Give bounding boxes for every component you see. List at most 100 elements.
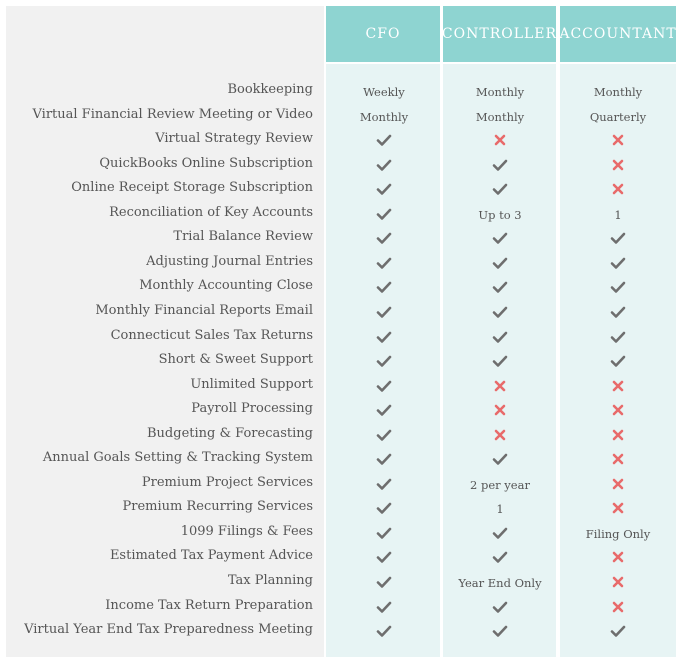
- cross-icon: [612, 159, 624, 170]
- check-icon: [492, 453, 508, 466]
- column-cfo: CFO: [326, 6, 440, 657]
- cross-icon: [612, 380, 624, 391]
- cell-value: Filing Only: [585, 526, 651, 541]
- feature-label: Annual Goals Setting & Tracking System: [42, 450, 313, 466]
- feature-labels-panel: [6, 6, 324, 657]
- cross-icon: [494, 404, 506, 416]
- column-body-controller: [443, 64, 556, 657]
- check-icon: [376, 331, 392, 343]
- cell-value: Year End Only: [458, 576, 542, 590]
- check-icon: [376, 601, 392, 613]
- feature-label: Trial Balance Review: [173, 229, 313, 245]
- feature-label: Virtual Strategy Review: [155, 131, 313, 147]
- feature-label: Bookkeeping: [227, 82, 313, 97]
- check-icon: [492, 306, 508, 318]
- cell-value: 1: [496, 502, 504, 517]
- cross-icon: [612, 429, 624, 440]
- cell-value: Weekly: [363, 85, 405, 99]
- cross-icon: [612, 134, 624, 146]
- cross-icon: [612, 453, 624, 465]
- column-header-controller: CONTROLLER: [442, 6, 556, 62]
- cell-value: Quarterly: [589, 109, 647, 124]
- check-icon: [610, 306, 626, 318]
- feature-label: Short & Sweet Support: [158, 352, 313, 368]
- feature-label: 1099 Filings & Fees: [180, 523, 313, 539]
- feature-label: Virtual Financial Review Meeting or Vide…: [32, 106, 314, 122]
- cross-icon: [494, 134, 506, 146]
- feature-label: Connecticut Sales Tax Returns: [110, 327, 313, 343]
- cross-icon: [612, 552, 624, 563]
- cell-value: Monthly: [593, 85, 643, 99]
- check-icon: [492, 159, 508, 171]
- check-icon: [492, 232, 508, 245]
- cross-icon: [612, 404, 624, 416]
- feature-label: Virtual Year End Tax Preparedness Meetin…: [24, 622, 313, 638]
- check-icon: [376, 453, 392, 466]
- check-icon: [376, 404, 392, 416]
- check-icon: [492, 257, 508, 269]
- column-header-cfo: CFO: [326, 6, 440, 62]
- check-icon: [376, 429, 392, 441]
- check-icon: [610, 331, 626, 343]
- feature-label: Tax Planning: [227, 573, 313, 588]
- check-icon: [610, 257, 626, 269]
- check-icon: [610, 355, 626, 367]
- cell-value: 2 per year: [470, 477, 530, 492]
- feature-label: Online Receipt Storage Subscription: [71, 180, 313, 196]
- check-icon: [492, 331, 508, 343]
- check-icon: [492, 183, 508, 195]
- check-icon: [376, 183, 392, 195]
- check-icon: [610, 625, 626, 637]
- cross-icon: [494, 380, 506, 391]
- cell-value: Monthly: [475, 109, 525, 124]
- feature-label: Estimated Tax Payment Advice: [109, 548, 313, 564]
- check-icon: [376, 208, 392, 220]
- feature-label: QuickBooks Online Subscription: [99, 155, 313, 171]
- check-icon: [610, 232, 626, 245]
- feature-label: Income Tax Return Preparation: [105, 597, 313, 613]
- check-icon: [376, 503, 392, 515]
- check-icon: [376, 159, 392, 171]
- feature-label: Monthly Financial Reports Email: [95, 302, 313, 318]
- check-icon: [376, 306, 392, 318]
- cross-icon: [612, 601, 624, 612]
- check-icon: [376, 576, 392, 588]
- cell-value: Monthly: [475, 85, 525, 99]
- check-icon: [492, 625, 508, 637]
- check-icon: [376, 257, 392, 269]
- cell-value: 1: [614, 207, 622, 222]
- check-icon: [376, 625, 392, 637]
- check-icon: [492, 282, 508, 294]
- feature-label: Premium Recurring Services: [122, 499, 313, 515]
- check-icon: [492, 552, 508, 564]
- feature-label: Reconciliation of Key Accounts: [109, 204, 313, 220]
- check-icon: [376, 478, 392, 490]
- check-icon: [376, 380, 392, 392]
- column-header-accountant: ACCOUNTANT: [559, 6, 676, 62]
- check-icon: [376, 282, 392, 294]
- cross-icon: [612, 183, 624, 195]
- check-icon: [492, 601, 508, 613]
- check-icon: [376, 134, 392, 146]
- check-icon: [376, 355, 392, 367]
- feature-label: Adjusting Journal Entries: [146, 253, 313, 269]
- feature-label: Premium Project Services: [141, 474, 313, 490]
- cell-value: Monthly: [359, 109, 409, 124]
- feature-label: Payroll Processing: [191, 401, 313, 417]
- check-icon: [492, 527, 508, 539]
- cross-icon: [612, 576, 624, 588]
- check-icon: [610, 282, 626, 294]
- cross-icon: [494, 429, 506, 440]
- cell-value: Up to 3: [478, 207, 522, 222]
- check-icon: [376, 232, 392, 245]
- column-body-cfo: [326, 64, 440, 657]
- feature-label: Unlimited Support: [190, 376, 313, 392]
- feature-label: Monthly Accounting Close: [139, 278, 313, 294]
- cross-icon: [612, 478, 624, 490]
- check-icon: [492, 355, 508, 367]
- column-controller: CONTROLLER: [442, 6, 556, 657]
- feature-label: Budgeting & Forecasting: [147, 425, 313, 441]
- check-icon: [376, 527, 392, 539]
- check-icon: [376, 552, 392, 564]
- cross-icon: [612, 503, 624, 514]
